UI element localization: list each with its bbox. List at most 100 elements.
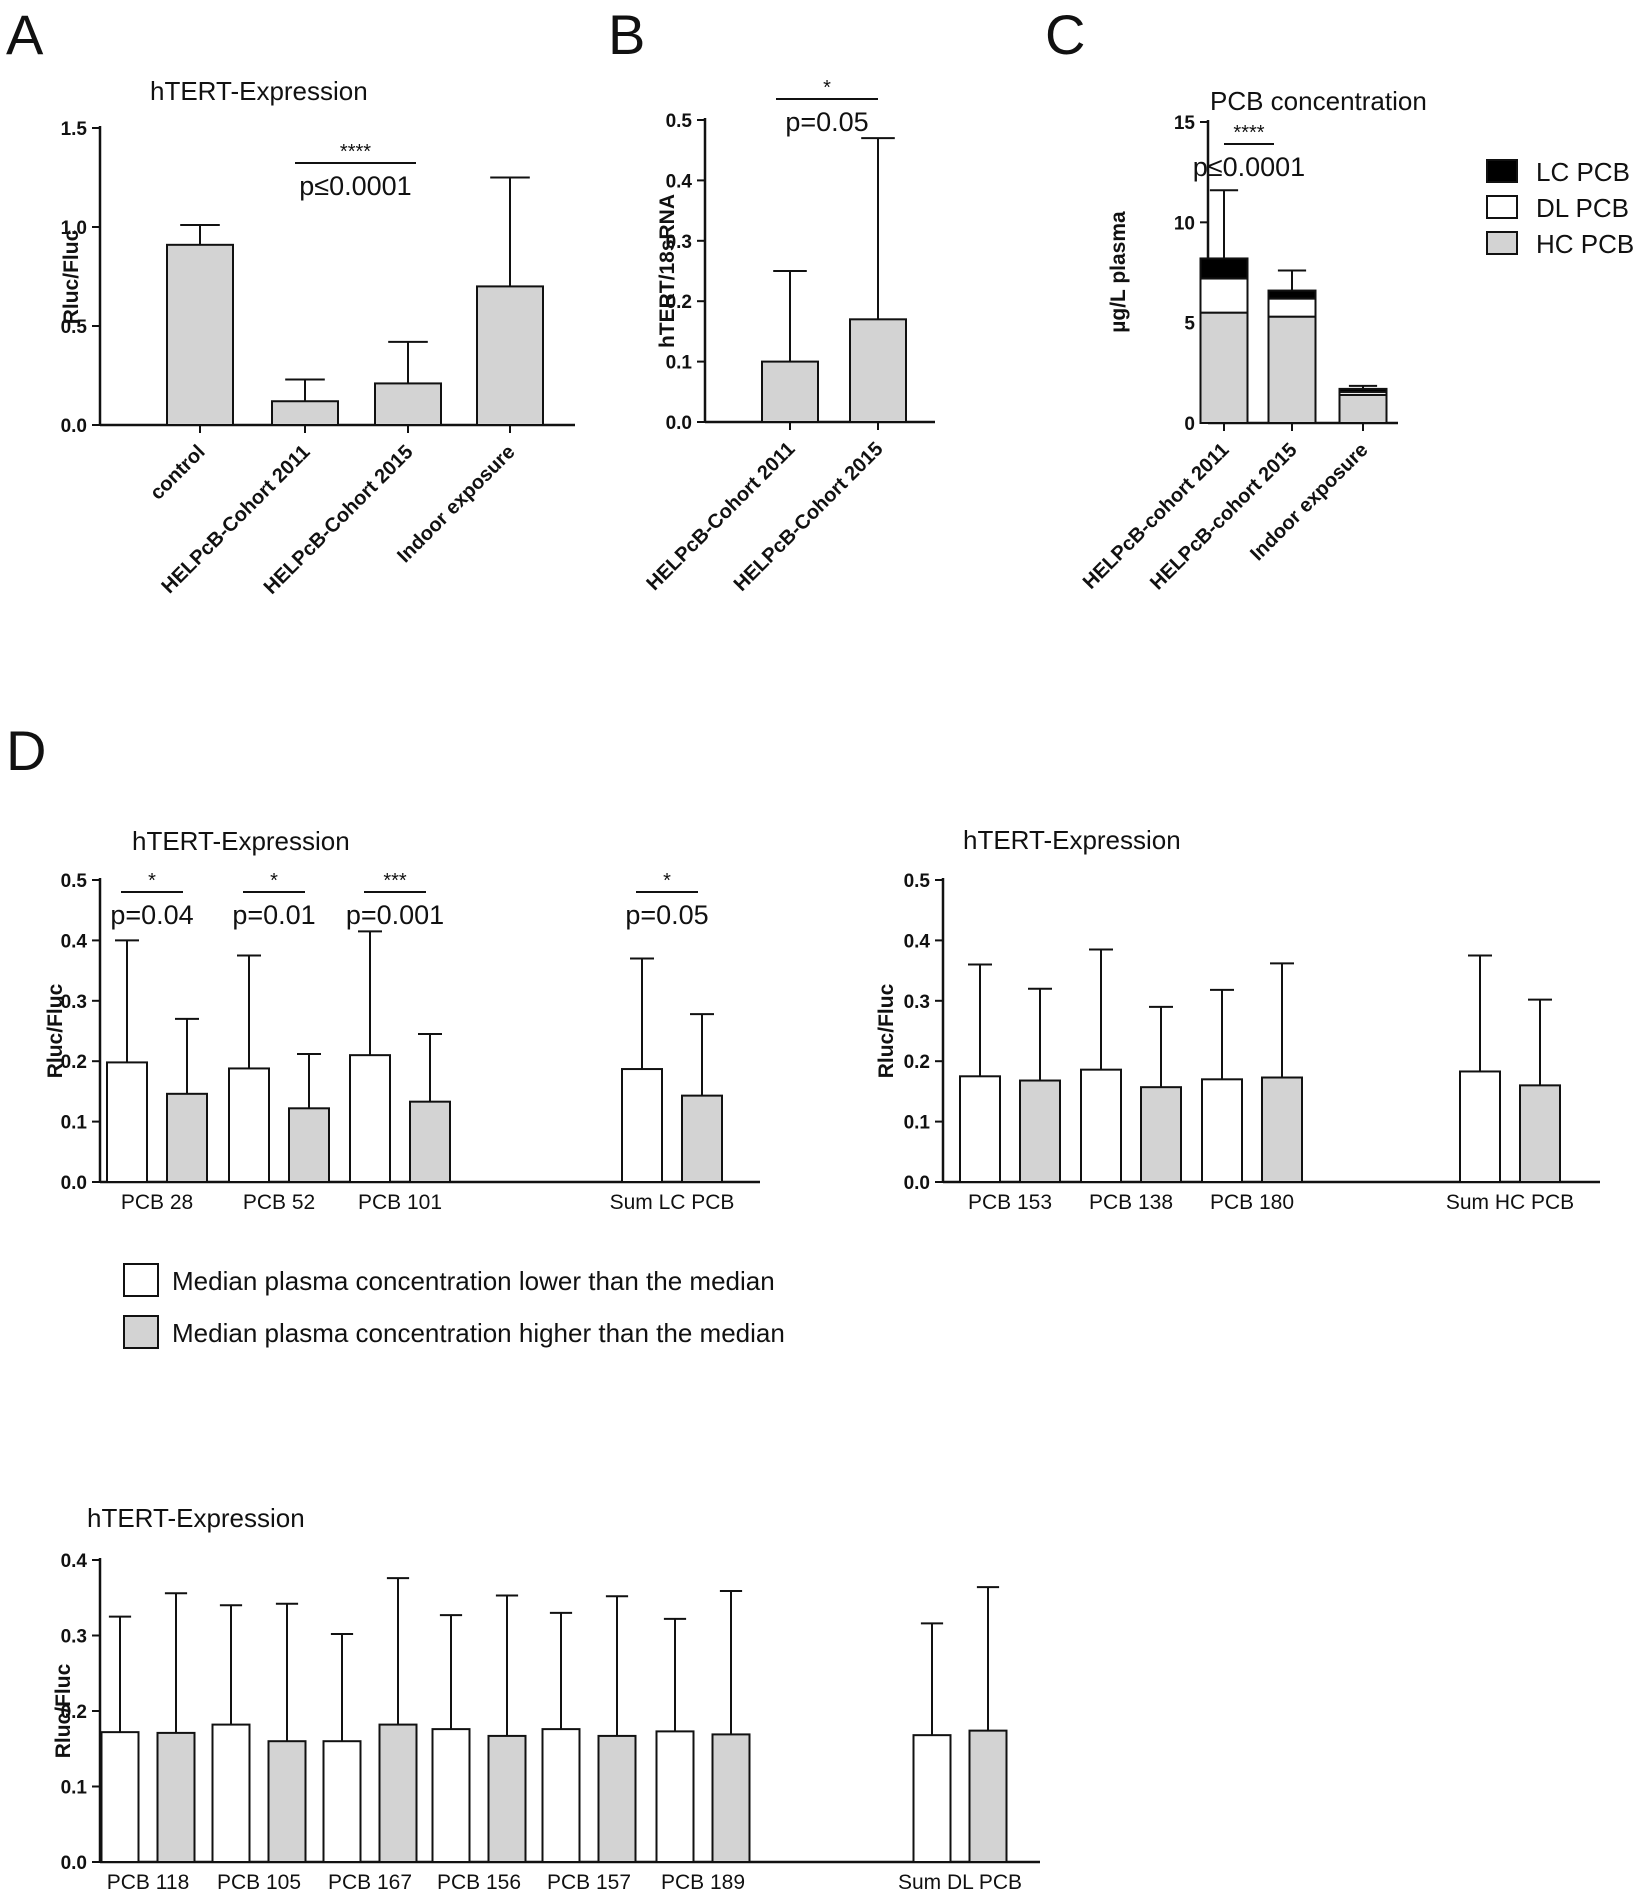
bar — [1140, 1086, 1182, 1183]
bar — [711, 1733, 751, 1864]
y-tick-label: 0.0 — [61, 416, 87, 437]
bar-segment — [1199, 257, 1249, 280]
bar — [166, 243, 234, 426]
panel-label-c: C — [1045, 3, 1085, 66]
legend-label-lc: LC PCB — [1536, 157, 1630, 187]
y-tick-label: 0.2 — [904, 1052, 930, 1073]
legend-swatch-higher — [123, 1315, 159, 1349]
x-tick-label: Sum HC PCB — [1446, 1191, 1574, 1214]
bar — [541, 1728, 581, 1863]
panel-label-a: A — [6, 3, 44, 66]
y-tick-label: 0.0 — [61, 1173, 87, 1194]
y-tick-label: 0.2 — [61, 1052, 87, 1073]
bar — [100, 1731, 140, 1864]
x-tick-label: PCB 156 — [437, 1871, 521, 1892]
bar — [912, 1734, 952, 1864]
legend-swatch-hc — [1486, 231, 1518, 255]
chart-title: hTERT-Expression — [132, 826, 350, 856]
x-tick-label: PCB 101 — [358, 1191, 442, 1214]
x-tick-label: Sum LC PCB — [610, 1191, 735, 1214]
x-tick-label: PCB 189 — [661, 1871, 745, 1892]
bar — [156, 1731, 196, 1864]
y-tick-label: 0.5 — [666, 111, 693, 132]
bar — [431, 1728, 471, 1863]
significance-stars: *** — [383, 870, 407, 892]
y-tick-label: 0.4 — [61, 931, 88, 952]
y-tick-label: 0.3 — [61, 1627, 87, 1648]
y-axis-label: Rluc/Fluc — [875, 983, 898, 1078]
chart-title: hTERT-Expression — [963, 825, 1181, 855]
y-tick-label: 0.3 — [61, 992, 87, 1013]
y-tick-label: 0.4 — [61, 1551, 88, 1572]
y-axis-label: Rluc/Fluc — [44, 983, 67, 1078]
bar — [761, 360, 819, 424]
y-tick-label: 15 — [1174, 113, 1196, 134]
chart-title: PCB concentration — [1210, 86, 1427, 116]
bar — [228, 1067, 270, 1183]
bar — [1019, 1079, 1061, 1183]
bar — [1519, 1084, 1561, 1183]
bar-segment — [1267, 297, 1317, 318]
chart-d3: 0.0 0.1 0.2 0.3 0.4 Rluc/Fluc hTERT-Expression… — [52, 1503, 1040, 1892]
panel-label-b: B — [608, 3, 645, 66]
y-tick-label: 0.2 — [61, 1702, 87, 1723]
bar-segment — [1267, 315, 1317, 424]
bar — [655, 1730, 695, 1864]
chart-d1: 0.0 0.1 0.2 0.3 0.4 0.5 Rluc/Fluc hTERT-Express… — [44, 826, 760, 1214]
bar-segment — [1338, 393, 1388, 425]
bar — [1459, 1070, 1501, 1184]
bar — [1201, 1078, 1243, 1183]
x-tick-label: PCB 105 — [217, 1871, 301, 1892]
x-tick-label: Indoor exposure — [1246, 439, 1372, 565]
p-value-label: p=0.05 — [625, 900, 708, 930]
y-tick-label: 1.0 — [61, 218, 87, 239]
y-tick-label: 0.5 — [904, 871, 931, 892]
y-axis-label: Rluc/Fluc — [52, 1663, 75, 1758]
y-tick-label: 5 — [1184, 314, 1195, 335]
bar — [374, 382, 442, 427]
x-tick-label: PCB 118 — [107, 1871, 190, 1892]
bar — [621, 1068, 663, 1183]
y-tick-label: 0.5 — [61, 871, 88, 892]
y-tick-label: 0.2 — [666, 292, 692, 313]
legend-d: Median plasma concentration lower than t… — [123, 1263, 785, 1349]
bar — [1080, 1068, 1122, 1184]
bar — [349, 1054, 391, 1184]
y-tick-label: 0.5 — [61, 317, 88, 338]
bar — [409, 1100, 451, 1183]
y-tick-label: 0.3 — [904, 992, 930, 1013]
x-tick-label: PCB 167 — [328, 1871, 412, 1892]
legend-c: LC PCB DL PCB HC PCB — [1486, 157, 1634, 259]
p-value-label: p=0.01 — [232, 900, 315, 930]
x-tick-label: PCB 180 — [1210, 1191, 1294, 1214]
bar — [267, 1740, 307, 1863]
bar — [597, 1734, 637, 1864]
bar-segment — [1199, 311, 1249, 424]
bar — [322, 1740, 362, 1863]
p-value-label: p≤0.0001 — [1193, 152, 1305, 182]
p-value-label: p=0.001 — [346, 900, 444, 930]
x-tick-label: PCB 157 — [547, 1871, 631, 1892]
significance-stars: * — [270, 870, 278, 892]
bar — [166, 1092, 208, 1184]
panel-label-d: D — [6, 719, 46, 782]
y-axis-label: Rluc/Fluc — [60, 229, 83, 324]
bar — [271, 400, 339, 426]
y-tick-label: 0.1 — [904, 1113, 931, 1134]
x-tick-label: PCB 52 — [243, 1191, 315, 1214]
x-tick-label: PCB 153 — [968, 1191, 1052, 1214]
y-tick-label: 0.4 — [904, 931, 931, 952]
y-tick-label: 0.0 — [904, 1173, 930, 1194]
x-tick-label: HELPcB-Cohort 2015 — [730, 438, 888, 596]
bar-segment — [1338, 387, 1388, 393]
y-tick-label: 0.0 — [61, 1853, 87, 1874]
significance-stars: * — [823, 77, 831, 99]
y-tick-label: 0.1 — [666, 353, 693, 374]
legend-label-dl: DL PCB — [1536, 193, 1629, 223]
chart-d2: 0.0 0.1 0.2 0.3 0.4 0.5 Rluc/Fluc hTERT-Express… — [875, 825, 1600, 1214]
legend-swatch-lower — [123, 1263, 159, 1297]
y-tick-label: 10 — [1174, 213, 1195, 234]
bar — [476, 285, 544, 426]
legend-label-hc: HC PCB — [1536, 229, 1634, 259]
